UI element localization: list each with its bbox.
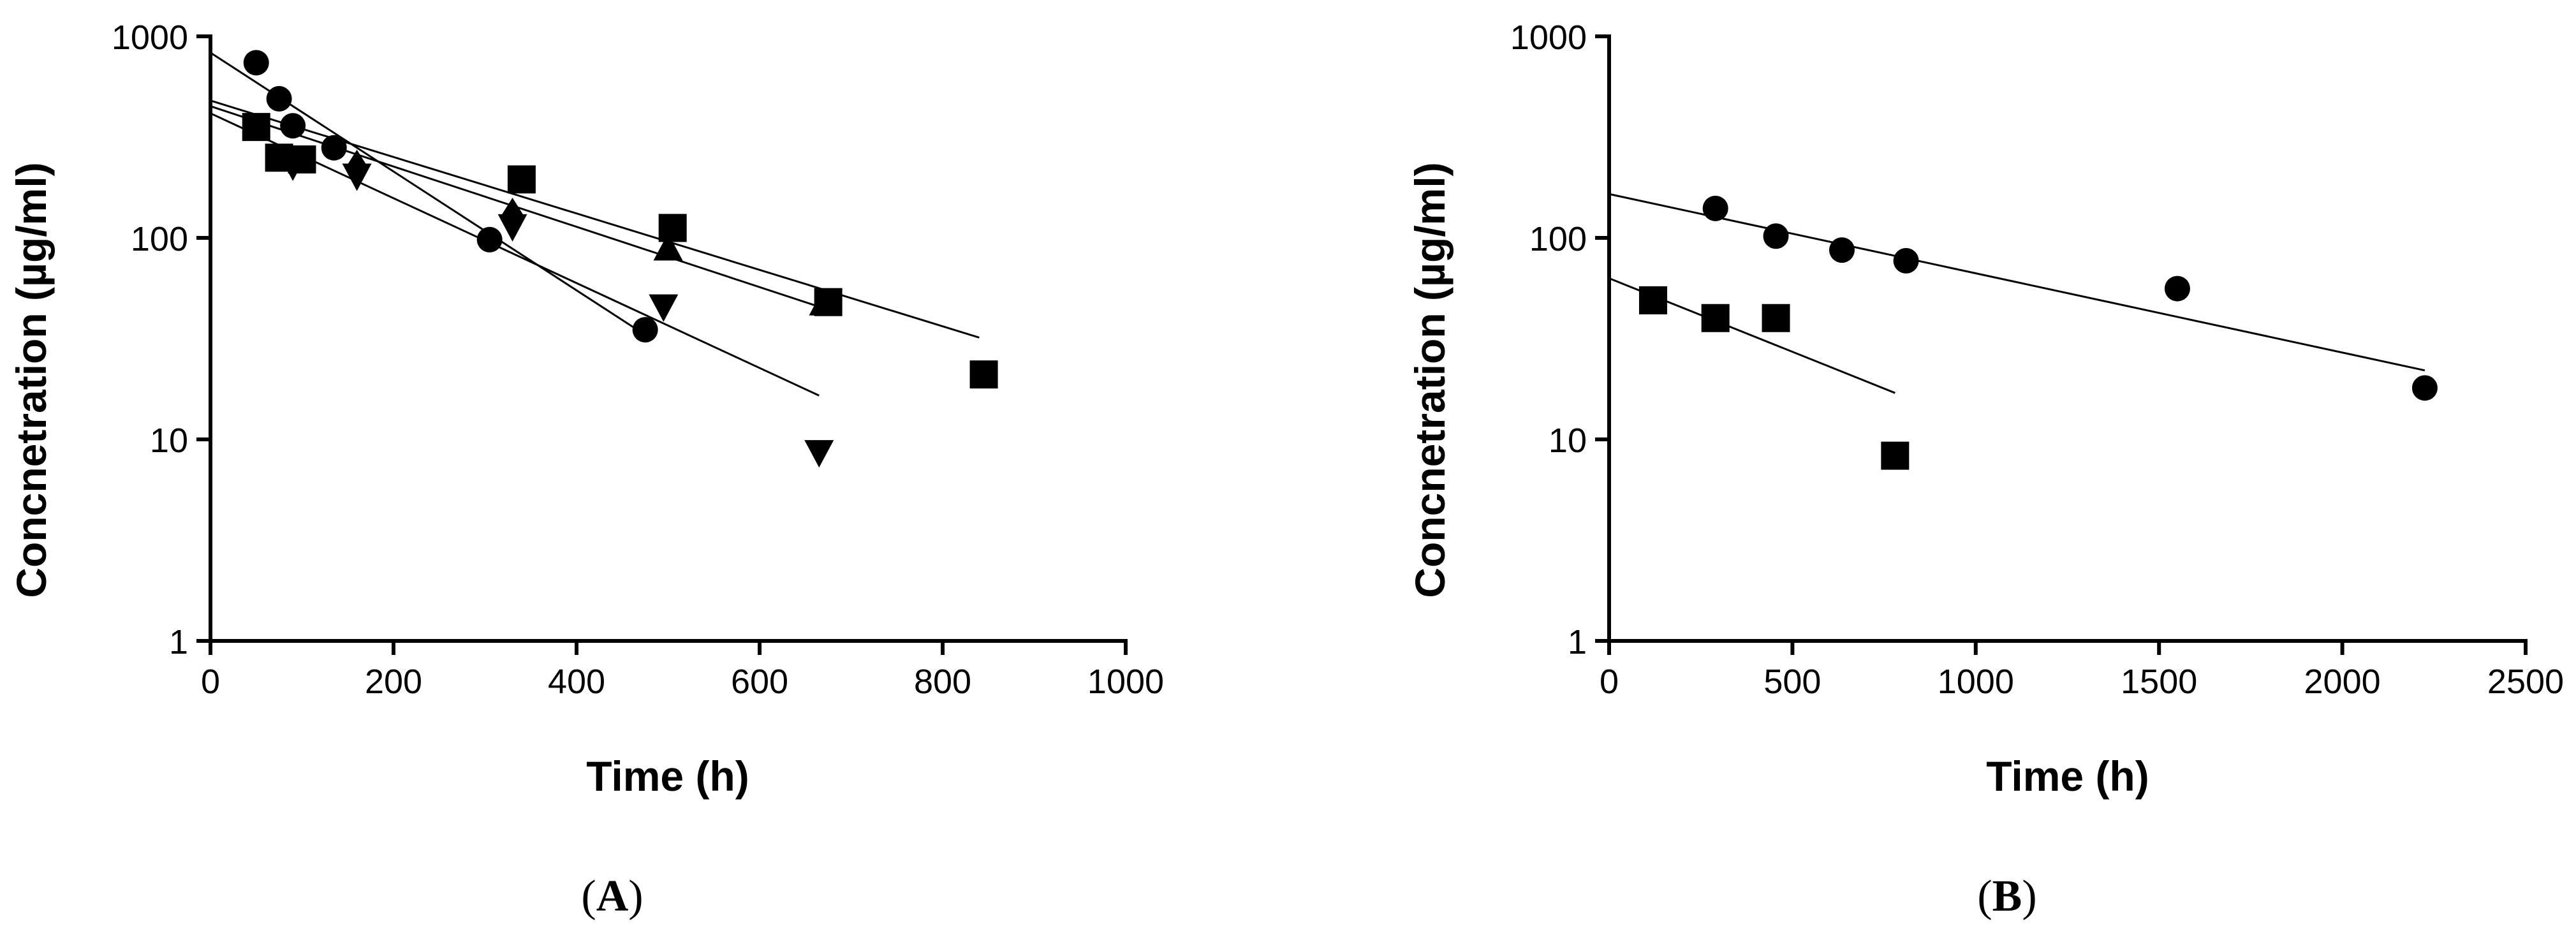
triangle-up-data-point	[653, 233, 683, 261]
circle-data-point	[1702, 195, 1728, 221]
square-data-point	[658, 214, 687, 242]
square-data-point	[969, 360, 998, 389]
circle-data-point	[632, 317, 658, 343]
x-tick-label: 800	[914, 663, 971, 701]
circle-data-point	[1763, 223, 1789, 249]
circle-data-point	[2164, 275, 2190, 302]
panel-a-ylabel: Concnetration (µg/ml)	[8, 162, 55, 598]
panel-b-label: (B)	[1977, 872, 2036, 921]
y-tick-label: 100	[1529, 220, 1587, 258]
square-data-point	[1638, 286, 1667, 314]
square-data-point	[242, 113, 270, 142]
square-data-point	[507, 165, 536, 194]
circle-data-point	[266, 85, 292, 112]
x-tick-label: 1500	[2121, 663, 2197, 701]
x-tick-label: 1000	[1938, 663, 2014, 701]
triangle-down-data-point	[278, 153, 308, 181]
x-tick-label: 1000	[1087, 663, 1164, 701]
panel-a-label: (A)	[581, 872, 643, 921]
panel-a-chart: Concnetration (µg/ml) Time (h) (A) 0 200 4…	[8, 18, 1164, 921]
y-tick-label: 1000	[112, 18, 188, 57]
x-tick-label: 0	[1600, 663, 1619, 701]
triangle-down-data-point	[649, 294, 679, 322]
y-tick-label: 10	[1549, 422, 1587, 460]
x-tick-label: 200	[365, 663, 422, 701]
circle-data-point	[476, 226, 503, 253]
y-tick-label: 10	[150, 422, 188, 460]
panel-b-ylabel: Concnetration (µg/ml)	[1406, 162, 1454, 598]
x-tick-label: 0	[201, 663, 220, 701]
x-tick-label: 500	[1763, 663, 1821, 701]
x-tick-label: 600	[731, 663, 788, 701]
x-tick-label: 2500	[2487, 663, 2564, 701]
triangle-up-data-point	[809, 288, 839, 316]
x-tick-label: 400	[548, 663, 605, 701]
circle-data-point	[1893, 247, 1919, 274]
x-tick-label: 2000	[2304, 663, 2381, 701]
triangle-down-data-point	[804, 440, 834, 468]
diamond-data-point	[501, 197, 524, 232]
diamond-data-point	[346, 149, 368, 184]
y-tick-label: 100	[131, 220, 188, 258]
square-data-point	[1701, 304, 1730, 332]
circle-data-point	[280, 113, 306, 139]
y-tick-label: 1	[169, 623, 188, 661]
circle-data-point	[2411, 375, 2438, 401]
square-data-point	[1762, 304, 1790, 332]
panel-b-chart: Concnetration (µg/ml) Time (h) (B) 0 500 1…	[1406, 18, 2564, 921]
fit-line	[1608, 193, 2425, 372]
circle-data-point	[243, 50, 269, 76]
fit-line	[210, 105, 829, 311]
square-data-point	[1881, 441, 1910, 470]
circle-data-point	[321, 135, 347, 161]
circle-data-point	[1829, 237, 1855, 263]
y-tick-label: 1	[1568, 623, 1587, 661]
y-tick-label: 1000	[1510, 18, 1587, 57]
panel-a-xlabel: Time (h)	[586, 753, 749, 800]
panel-b-xlabel: Time (h)	[1986, 753, 2149, 800]
